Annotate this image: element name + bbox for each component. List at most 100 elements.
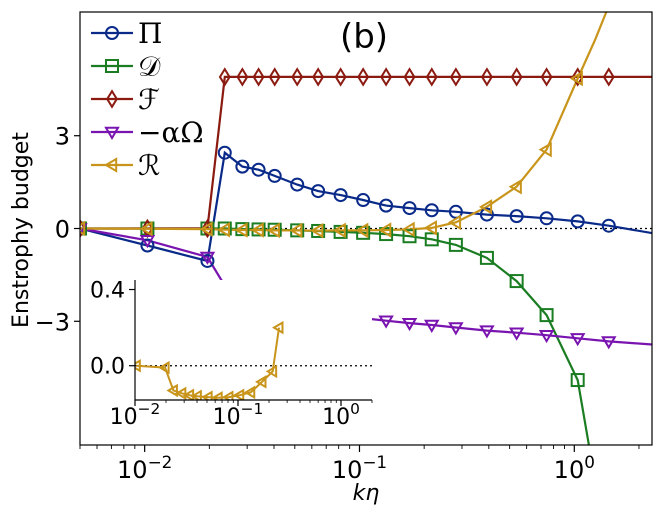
- marker-D-13: [424, 232, 439, 247]
- marker-D-0: [80, 221, 87, 236]
- legend-marker-R: [104, 157, 118, 173]
- marker-R-15: [478, 199, 493, 215]
- marker-Π-8: [311, 184, 326, 199]
- marker-F-3: [218, 67, 231, 87]
- marker-Π-10: [356, 193, 371, 208]
- marker-Π-16: [509, 209, 524, 224]
- marker-R-13: [423, 220, 437, 236]
- inset-y-tick-label: 0.4: [90, 279, 125, 304]
- inset-marker-R-5: [190, 389, 202, 400]
- marker-F-10: [357, 67, 370, 87]
- marker--alphaOmega-13: [424, 319, 440, 333]
- marker-R-11: [378, 222, 392, 238]
- marker-F-11: [380, 67, 393, 87]
- marker-R-6: [266, 222, 280, 239]
- marker-F-17: [540, 67, 553, 87]
- legend-label-F: ℱ: [138, 83, 160, 116]
- marker--alphaOmega-19: [601, 336, 617, 350]
- marker-R-2: [199, 221, 213, 237]
- marker-F-4: [236, 67, 249, 87]
- inset-marker-R-9: [232, 388, 245, 400]
- marker--alphaOmega-1: [139, 235, 156, 249]
- marker-F-7: [291, 67, 304, 87]
- legend-label-Π: Π: [138, 17, 162, 50]
- marker-Π-13: [424, 203, 439, 218]
- x-tick-label: 10−1: [332, 452, 387, 484]
- marker-D-17: [539, 308, 554, 323]
- legend-marker-D: [105, 59, 119, 73]
- marker-R-7: [289, 222, 303, 239]
- marker-Π-3: [217, 145, 232, 160]
- marker-Π-2: [200, 253, 215, 268]
- marker-Π-11: [379, 198, 394, 213]
- marker-F-14: [449, 67, 462, 87]
- inset-marker-R-7: [211, 390, 223, 400]
- marker-Π-19: [601, 218, 616, 233]
- marker--alphaOmega-14: [448, 322, 464, 336]
- marker--alphaOmega-15: [479, 325, 495, 339]
- legend: Π𝒟ℱ−αΩℛ: [91, 17, 204, 182]
- marker-F-13: [425, 67, 438, 87]
- marker-Π-7: [290, 177, 305, 192]
- marker-F-8: [312, 67, 325, 87]
- marker-R-5: [250, 222, 264, 238]
- marker-R-10: [355, 222, 369, 239]
- marker--alphaOmega-12: [401, 317, 418, 332]
- inset-x-tick-label: 10−2: [110, 400, 161, 430]
- legend-marker-F: [106, 89, 118, 109]
- marker-F-5: [252, 67, 265, 87]
- marker-R-9: [332, 222, 346, 239]
- marker--alphaOmega-17: [538, 330, 555, 344]
- marker-Π-5: [251, 162, 266, 177]
- marker-D-14: [448, 237, 463, 252]
- legend-label-D: 𝒟: [138, 50, 161, 83]
- marker-D-18: [570, 373, 585, 388]
- marker-Π-15: [479, 207, 494, 222]
- x-axis-label: kη: [353, 481, 380, 506]
- marker-D-12: [402, 229, 417, 244]
- x-tick-label: 100: [554, 452, 595, 484]
- series-line-Π: [80, 150, 652, 263]
- marker-F-15: [480, 67, 493, 87]
- marker--alphaOmega-18: [569, 333, 586, 347]
- marker-R-1: [139, 221, 153, 237]
- marker-F-16: [510, 67, 523, 87]
- marker-Π-1: [140, 238, 155, 253]
- y-tick-label: 0: [55, 216, 70, 244]
- legend-label-R: ℛ: [138, 149, 160, 182]
- marker-Π-9: [333, 188, 348, 203]
- marker--alphaOmega-0: [80, 223, 88, 237]
- legend-marker--alphaOmega: [104, 126, 120, 140]
- legend-marker-Π: [105, 26, 119, 40]
- marker--alphaOmega-16: [508, 327, 525, 341]
- inset-x-tick-label: 100: [322, 400, 360, 430]
- marker-Π-4: [235, 159, 250, 174]
- marker-R-0: [80, 220, 86, 237]
- marker-Π-17: [539, 211, 554, 226]
- legend-label--alphaOmega: −αΩ: [138, 116, 204, 149]
- marker-F-19: [602, 67, 615, 87]
- marker-R-16: [508, 178, 522, 195]
- marker-R-14: [447, 214, 462, 231]
- marker-D-15: [479, 250, 494, 265]
- x-tick-label: 10−2: [117, 452, 172, 484]
- marker-D-3: [217, 221, 232, 236]
- marker-R-8: [310, 222, 324, 239]
- inset-marker-R-12: [265, 364, 278, 379]
- marker-R-3: [216, 221, 230, 238]
- marker-D-16: [509, 274, 524, 289]
- marker-R-4: [234, 222, 248, 238]
- inset-marker-R-3: [174, 386, 187, 400]
- inset-marker-R-11: [255, 375, 267, 389]
- marker-R-17: [538, 141, 552, 158]
- panel-label: (b): [340, 17, 388, 57]
- marker-R-18: [569, 70, 583, 87]
- marker-Π-18: [570, 214, 585, 229]
- inset-y-tick-label: 0.0: [90, 355, 125, 380]
- inset-marker-R-2: [166, 383, 178, 398]
- marker-R-12: [401, 221, 415, 238]
- marker-Π-12: [402, 201, 417, 216]
- inset-x-tick-label: 10−1: [213, 400, 264, 430]
- inset-marker-R-10: [243, 385, 256, 400]
